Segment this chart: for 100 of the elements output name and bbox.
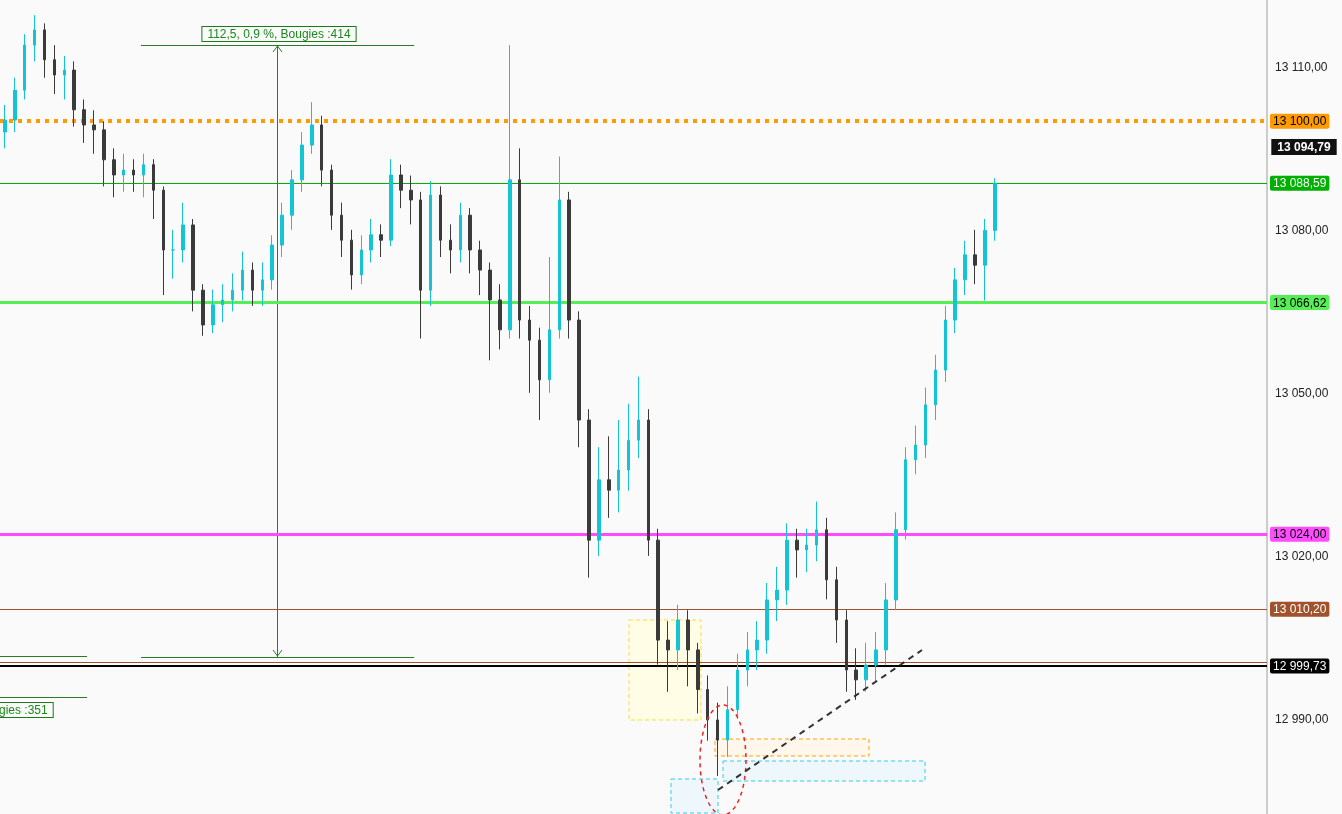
candlestick	[270, 234, 274, 291]
candlestick	[765, 582, 769, 655]
candlestick	[399, 164, 403, 209]
candlestick	[746, 631, 749, 687]
ref-line-label: 13 010,20	[1273, 602, 1327, 617]
candlestick	[528, 305, 531, 394]
candlestick	[102, 120, 106, 187]
y-tick-label: 12 990,00	[1275, 711, 1329, 726]
candlestick	[33, 14, 36, 62]
annotation: 112,5, 0,9 %, Bougies :414	[207, 27, 351, 41]
candlestick	[340, 202, 343, 258]
candlestick	[320, 115, 323, 187]
candlestick	[874, 631, 878, 682]
candlestick	[241, 251, 244, 301]
candlestick	[211, 289, 215, 334]
y-tick-label: 13 110,00	[1275, 59, 1328, 74]
candlestick	[953, 267, 957, 334]
candlestick	[142, 153, 145, 198]
candlestick	[716, 702, 719, 777]
candlestick	[439, 185, 442, 258]
candlestick	[53, 44, 56, 95]
candlestick	[468, 207, 472, 274]
candlestick	[993, 177, 997, 242]
candlestick	[82, 98, 86, 144]
candlestick	[944, 305, 947, 383]
candlestick	[785, 522, 789, 606]
candlestick	[201, 283, 205, 337]
candlestick	[251, 261, 254, 307]
candlestick	[290, 169, 294, 231]
candlestick	[854, 647, 858, 701]
y-tick-label: 13 050,00	[1275, 385, 1329, 400]
candlestick	[310, 101, 314, 155]
candlestick	[449, 223, 452, 274]
candlestick	[419, 191, 422, 340]
candlestick	[518, 147, 521, 340]
candlestick	[478, 240, 482, 296]
text: 13 094,79	[1277, 140, 1332, 154]
ref-line-label: 13 088,59	[1273, 176, 1327, 191]
candlestick	[360, 234, 363, 285]
candlestick	[567, 191, 571, 340]
candlestick	[508, 44, 512, 340]
candlestick	[577, 310, 581, 448]
candlestick	[815, 501, 818, 562]
candlestick	[221, 283, 224, 323]
candlestick	[409, 175, 413, 225]
candlestick	[676, 604, 680, 671]
candlestick	[607, 435, 611, 519]
candlestick	[845, 609, 848, 693]
annotation: gies :351	[0, 703, 49, 717]
candlestick	[647, 408, 650, 557]
candlestick	[973, 229, 977, 285]
candlestick	[538, 327, 541, 421]
y-tick-label: 13 020,00	[1275, 548, 1329, 563]
candlestick	[597, 446, 601, 557]
candlestick	[379, 223, 383, 258]
candlestick	[280, 202, 284, 258]
candlestick	[459, 202, 462, 263]
candlestick	[261, 261, 264, 307]
candlestick	[181, 202, 185, 263]
candlestick	[963, 240, 967, 296]
candlestick	[92, 109, 96, 155]
candlestick	[132, 158, 135, 193]
candlestick	[300, 131, 304, 193]
candlestick	[498, 283, 502, 350]
candlestick	[864, 642, 868, 693]
candlestick	[696, 642, 700, 714]
candlestick	[389, 158, 393, 247]
candlestick	[3, 104, 7, 149]
candlestick	[805, 528, 808, 573]
candlestick	[656, 528, 660, 666]
candlestick	[637, 376, 640, 459]
candlestick	[369, 218, 373, 263]
candlestick	[350, 229, 353, 291]
candlestick	[894, 511, 898, 611]
candlestick	[924, 386, 927, 459]
candlestick	[112, 147, 116, 198]
candlestick	[686, 609, 690, 687]
candlestick	[488, 261, 492, 361]
candlestick	[429, 180, 432, 307]
candlestick	[884, 582, 888, 666]
candlestick	[934, 354, 937, 421]
candlestick	[231, 272, 234, 312]
candlestick	[558, 156, 561, 340]
candlestick	[152, 158, 155, 220]
candlestick	[914, 424, 917, 475]
candlestick	[330, 164, 333, 231]
candlestick	[13, 77, 17, 133]
candlestick	[122, 153, 125, 193]
ref-line-label: 13 100,00	[1273, 114, 1327, 129]
candlestick	[63, 55, 66, 100]
candlestick	[72, 60, 76, 128]
candlestick	[726, 685, 729, 758]
candlestick	[835, 566, 838, 644]
candlestick	[775, 566, 779, 622]
candlestick	[43, 22, 46, 79]
candlestick	[162, 185, 165, 296]
candlestick	[617, 419, 620, 513]
candlestick	[706, 674, 709, 742]
candlestick	[191, 218, 195, 312]
ref-line-label: 13 024,00	[1273, 527, 1327, 542]
